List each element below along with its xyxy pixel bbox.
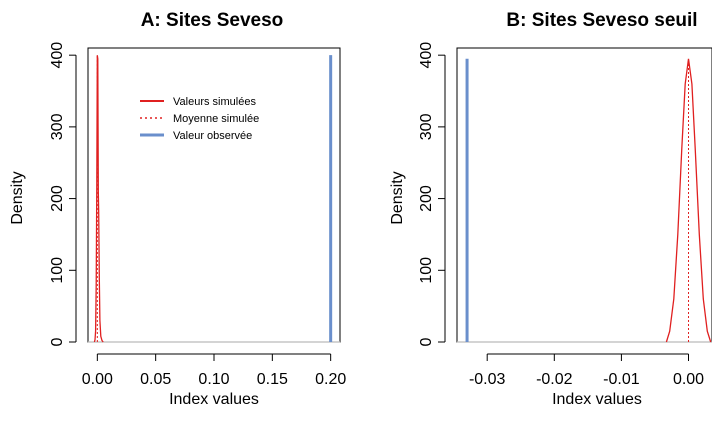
y-tick-label: 400: [49, 42, 66, 69]
legend: Valeurs simulées Moyenne simulée Valeur …: [140, 96, 259, 142]
chart-title: A: Sites Seveso: [141, 10, 284, 31]
y-tick-label: 300: [49, 113, 66, 140]
legend-label-mean: Moyenne simulée: [173, 113, 259, 125]
y-tick-label: 0: [49, 337, 66, 346]
y-tick-label: 400: [418, 42, 435, 69]
x-tick-label: 0.15: [257, 371, 288, 388]
y-tick-label: 200: [49, 185, 66, 212]
y-tick-label: 300: [418, 113, 435, 140]
y-tick-label: 0: [418, 337, 435, 346]
x-tick-label: 0.05: [140, 371, 171, 388]
x-tick-label: 0.20: [315, 371, 346, 388]
y-tick-label: 100: [418, 257, 435, 284]
plot-area-b: -0.03 -0.02 -0.01 0.00 0 100 200 300 400: [418, 42, 712, 388]
plot-area-a: 0.00 0.05 0.10 0.15 0.20 0 100 200 300 400: [49, 42, 346, 388]
y-axis-label: Density: [389, 171, 406, 224]
x-axis-label: Index values: [169, 391, 259, 408]
x-tick-label: -0.01: [603, 371, 640, 388]
x-tick-label: 0.10: [198, 371, 229, 388]
x-tick-label: -0.03: [469, 371, 506, 388]
series-line-simulated: [665, 58, 712, 343]
legend-label-observed: Valeur observée: [173, 130, 252, 142]
y-tick-label: 100: [49, 257, 66, 284]
panel-b: B: Sites Seveso seuil Index values Densi…: [389, 10, 712, 408]
x-tick-label: -0.02: [536, 371, 573, 388]
legend-label-simulated: Valeurs simulées: [173, 96, 256, 108]
y-tick-label: 200: [418, 185, 435, 212]
y-axis-label: Density: [9, 171, 26, 224]
chart-title: B: Sites Seveso seuil: [506, 10, 697, 31]
x-tick-label: 0.00: [673, 371, 704, 388]
plot-frame: [87, 47, 341, 343]
x-axis-label: Index values: [552, 391, 642, 408]
panel-a: A: Sites Seveso Index values Density 0.0…: [9, 10, 346, 408]
series-line-simulated: [93, 55, 104, 343]
x-tick-label: 0.00: [82, 371, 113, 388]
